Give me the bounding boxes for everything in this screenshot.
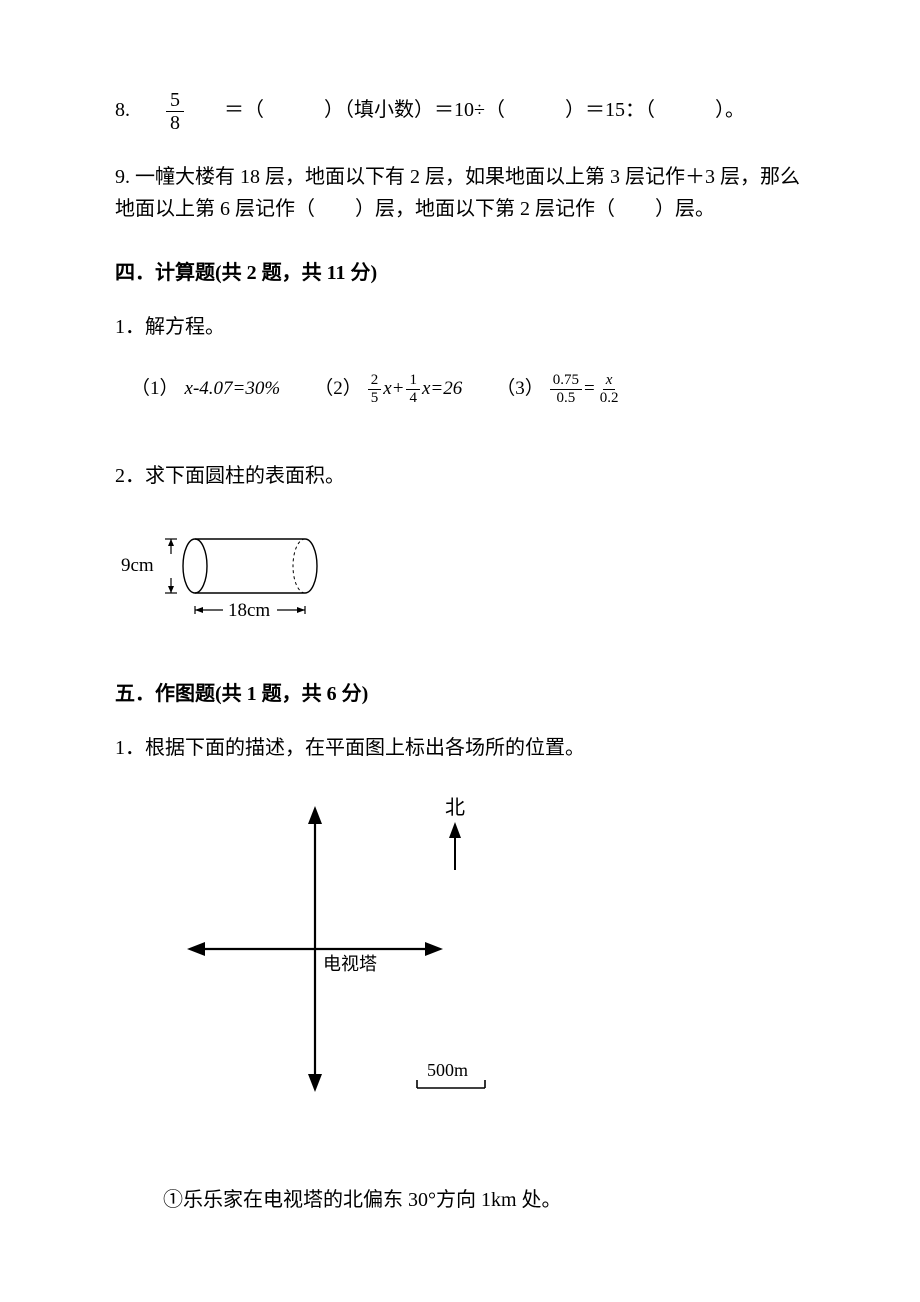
- compass-svg: 电视塔 北 500m: [155, 784, 515, 1124]
- section-4-q1-text: 1．解方程。: [115, 311, 805, 343]
- section-5-title: 五．作图题(共 1 题，共 6 分): [115, 678, 805, 710]
- equation-3: （3） 0.75 0.5 = x 0.2: [496, 373, 623, 406]
- equations-row: （1） x-4.07=30% （2） 2 5 x+ 1 4 x=26 （3） 0…: [131, 373, 805, 406]
- fraction-075-05: 0.75 0.5: [550, 373, 582, 406]
- question-8-text: ＝（ ）（填小数）＝10÷（ ）＝15：（ ）。: [224, 99, 745, 121]
- section-4-q2-text: 2．求下面圆柱的表面积。: [115, 460, 805, 492]
- label-scale: 500m: [427, 1060, 468, 1080]
- question-9-text: 一幢大楼有 18 层，地面以下有 2 层，如果地面以上第 3 层记作＋3 层，那…: [115, 166, 800, 220]
- cylinder-diagram: 9cm 18cm: [115, 522, 805, 642]
- label-18cm: 18cm: [228, 600, 270, 621]
- question-9: 9. 一幢大楼有 18 层，地面以下有 2 层，如果地面以上第 3 层记作＋3 …: [115, 161, 805, 225]
- question-number: 9.: [115, 166, 130, 188]
- fraction-x-02: x 0.2: [597, 373, 622, 406]
- equation-2: （2） 2 5 x+ 1 4 x=26: [314, 373, 462, 406]
- label-center: 电视塔: [323, 954, 377, 974]
- section-5-sub-1: ①乐乐家在电视塔的北偏东 30°方向 1km 处。: [163, 1184, 805, 1216]
- cylinder-svg: 9cm 18cm: [115, 522, 335, 632]
- fraction-5-8: 5 8: [166, 90, 184, 133]
- section-4-title: 四．计算题(共 2 题，共 11 分): [115, 257, 805, 289]
- fraction-2-5: 2 5: [368, 373, 382, 406]
- equation-1: （1） x-4.07=30%: [131, 374, 280, 404]
- label-9cm: 9cm: [121, 555, 154, 576]
- fraction-1-4: 1 4: [406, 373, 420, 406]
- label-north: 北: [445, 796, 465, 819]
- section-5-q1-text: 1．根据下面的描述，在平面图上标出各场所的位置。: [115, 732, 805, 764]
- compass-diagram: 电视塔 北 500m: [155, 784, 805, 1134]
- question-number: 8.: [115, 99, 130, 121]
- question-8: 8. 5 8 ＝（ ）（填小数）＝10÷（ ）＝15：（ ）。: [115, 90, 805, 133]
